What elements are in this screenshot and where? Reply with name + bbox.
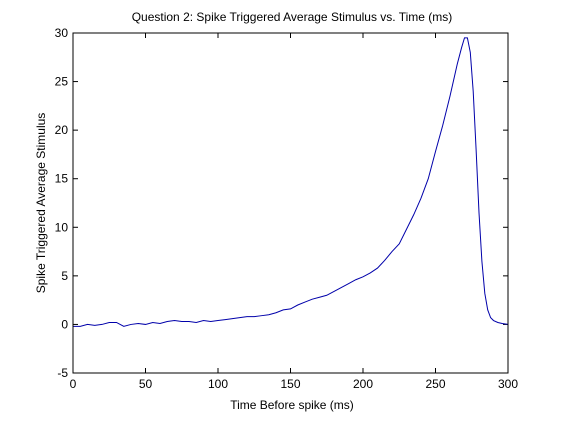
- y-tick-label: 10: [55, 220, 69, 234]
- x-tick-label: 300: [498, 377, 518, 391]
- y-tick-label: 20: [55, 123, 69, 137]
- y-tick-label: 15: [55, 172, 69, 186]
- x-tick-label: 100: [208, 377, 228, 391]
- y-tick-label: 5: [61, 269, 68, 283]
- x-tick-label: 200: [353, 377, 373, 391]
- chart-title: Question 2: Spike Triggered Average Stim…: [132, 10, 453, 24]
- y-tick-label: 30: [55, 26, 69, 40]
- y-tick-label: 25: [55, 75, 69, 89]
- x-tick-label: 0: [70, 377, 77, 391]
- y-axis-label: Spike Triggered Average Stimulus: [34, 113, 48, 294]
- x-tick-label: 50: [139, 377, 153, 391]
- y-tick-label: -5: [57, 366, 68, 380]
- x-tick-label: 250: [425, 377, 445, 391]
- x-axis-label: Time Before spike (ms): [230, 398, 354, 412]
- x-tick-label: 150: [280, 377, 300, 391]
- y-tick-label: 0: [61, 317, 68, 331]
